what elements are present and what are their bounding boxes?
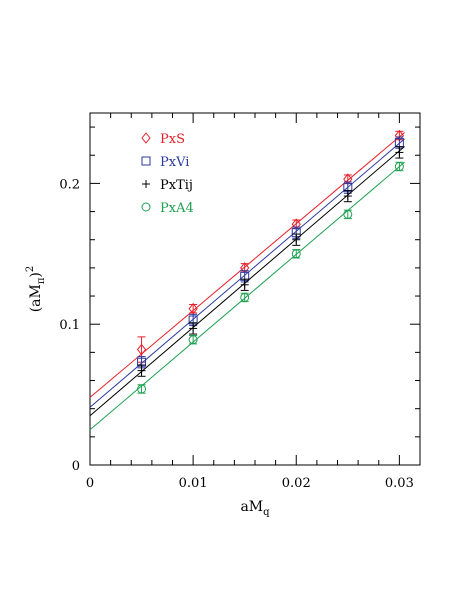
series-pxs bbox=[89, 129, 405, 398]
x-tick-label: 0 bbox=[86, 476, 94, 491]
legend-marker-pxtij bbox=[142, 180, 150, 188]
legend-label-pxvi: PxVi bbox=[160, 155, 189, 170]
x-tick-label: 0.03 bbox=[385, 476, 414, 491]
series-pxvi bbox=[89, 136, 405, 408]
data-point-pxa4 bbox=[137, 384, 147, 394]
data-point-pxtij bbox=[189, 324, 198, 333]
data-point-pxa4 bbox=[291, 249, 301, 259]
legend-label-pxs: PxS bbox=[160, 132, 185, 147]
x-tick-label: 0.02 bbox=[282, 476, 311, 491]
data-point-pxa4 bbox=[394, 162, 404, 172]
fit-line-pxs bbox=[89, 132, 405, 398]
legend-marker-pxa4 bbox=[141, 202, 151, 212]
legend-label-pxa4: PxA4 bbox=[160, 201, 194, 216]
legend-marker-pxs bbox=[141, 132, 151, 144]
data-point-pxa4 bbox=[343, 209, 353, 219]
data-point-pxa4 bbox=[240, 292, 250, 302]
y-tick-label: 0 bbox=[72, 459, 80, 474]
y-tick-label: 0.2 bbox=[59, 177, 80, 192]
series-pxtij bbox=[89, 146, 405, 417]
data-point-pxtij bbox=[343, 192, 352, 201]
data-point-pxtij bbox=[240, 280, 249, 289]
fit-line-pxvi bbox=[89, 138, 405, 408]
data-point-pxs bbox=[136, 343, 147, 356]
legend-marker-pxvi bbox=[141, 156, 151, 166]
y-axis-title: (aMπ)2 bbox=[25, 266, 47, 313]
y-tick-label: 0.1 bbox=[59, 318, 80, 333]
x-tick-label: 0.01 bbox=[179, 476, 208, 491]
legend-label-pxtij: PxTij bbox=[160, 178, 193, 193]
series-pxa4 bbox=[89, 161, 405, 431]
data-point-pxtij bbox=[137, 366, 146, 375]
data-point-pxs bbox=[188, 302, 198, 315]
x-axis-title: aMq bbox=[240, 499, 270, 518]
data-point-pxa4 bbox=[188, 335, 198, 345]
tick-marks bbox=[89, 113, 421, 466]
data-point-pxtij bbox=[292, 235, 301, 244]
fit-line-pxtij bbox=[89, 146, 405, 417]
data-point-pxtij bbox=[395, 148, 404, 157]
legend: PxS PxVi PxTij PxA4 bbox=[141, 132, 194, 216]
